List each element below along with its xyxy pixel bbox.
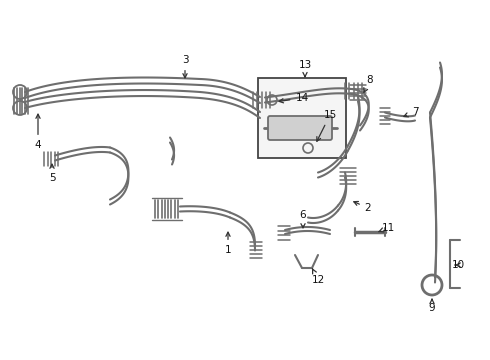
Text: 12: 12	[311, 269, 325, 285]
Text: 3: 3	[182, 55, 188, 78]
Text: 9: 9	[429, 299, 435, 313]
Text: 2: 2	[354, 202, 371, 213]
Text: 10: 10	[451, 260, 465, 270]
Text: 6: 6	[300, 210, 306, 228]
Text: 4: 4	[35, 114, 41, 150]
Text: 15: 15	[317, 110, 337, 141]
Text: 13: 13	[298, 60, 312, 77]
Text: 8: 8	[364, 75, 373, 92]
Text: 7: 7	[404, 107, 418, 117]
Text: 14: 14	[279, 93, 309, 103]
Bar	[258, 78, 346, 158]
Text: 5: 5	[49, 164, 55, 183]
Text: 1: 1	[225, 232, 231, 255]
FancyBboxPatch shape	[268, 116, 332, 140]
Text: 11: 11	[379, 223, 394, 233]
